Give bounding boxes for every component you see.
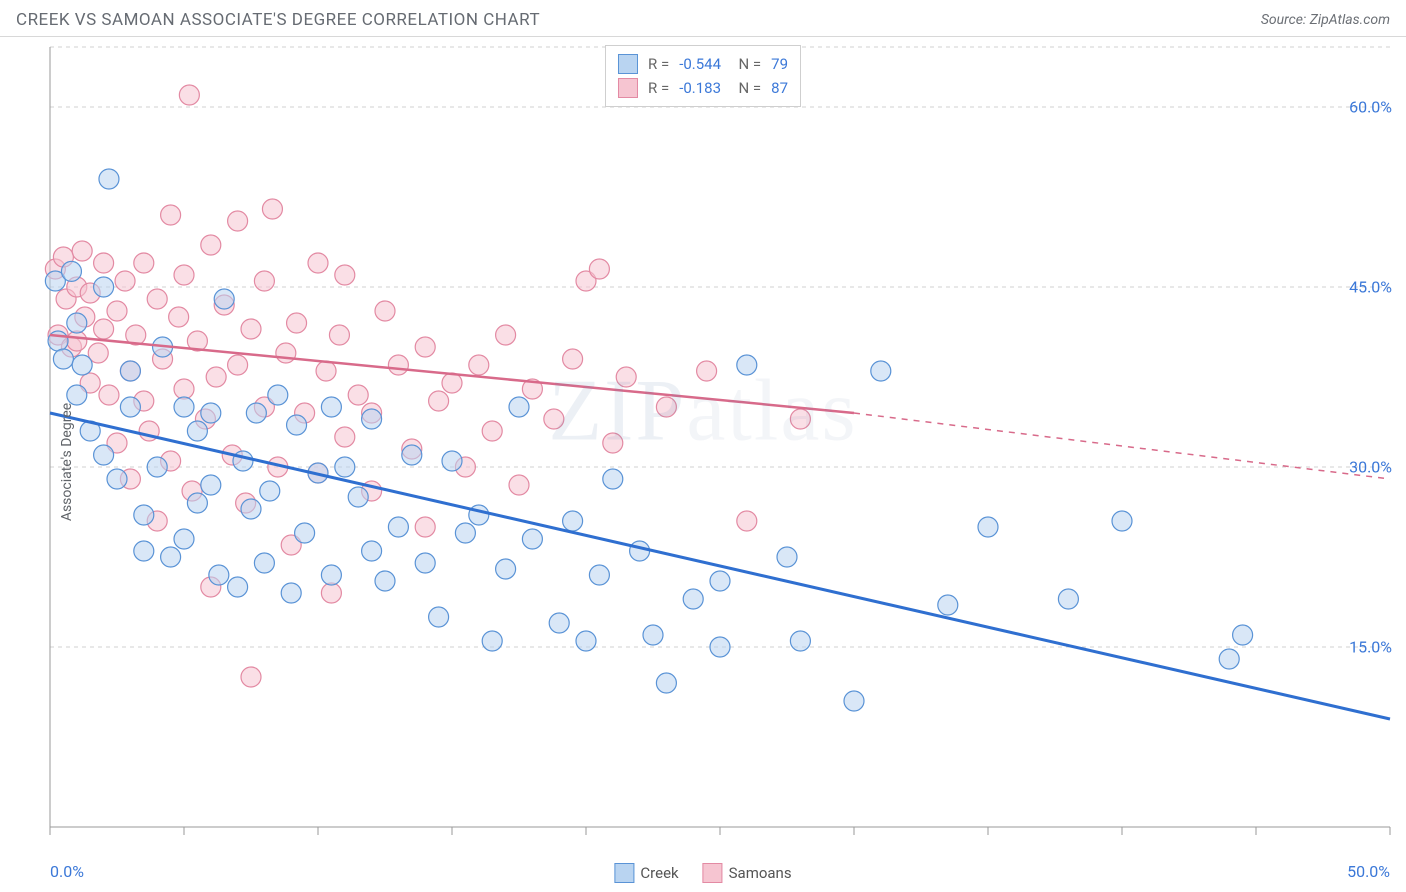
chart-title: CREEK VS SAMOAN ASSOCIATE'S DEGREE CORRE… <box>16 10 540 30</box>
legend-item-samoans: Samoans <box>703 863 792 883</box>
series-legend: Creek Samoans <box>614 863 791 883</box>
creek-r-value: -0.544 <box>679 52 721 76</box>
legend-label-creek: Creek <box>640 864 678 882</box>
y-tick-label: 60.0% <box>1349 98 1392 117</box>
x-axis-min-label: 0.0% <box>50 862 84 881</box>
y-tick-label: 30.0% <box>1349 458 1392 477</box>
samoans-r-value: -0.183 <box>679 76 721 100</box>
legend-swatch-creek-b <box>614 863 634 883</box>
y-axis-label: Associate's Degree <box>59 403 75 521</box>
chart-header: CREEK VS SAMOAN ASSOCIATE'S DEGREE CORRE… <box>0 0 1406 37</box>
legend-row-creek: R = -0.544 N = 79 <box>618 52 788 76</box>
samoans-n-value: 87 <box>771 76 788 100</box>
legend-row-samoans: R = -0.183 N = 87 <box>618 76 788 100</box>
chart-source: Source: ZipAtlas.com <box>1261 12 1390 28</box>
scatter-chart <box>0 37 1406 857</box>
legend-swatch-creek <box>618 54 638 74</box>
legend-item-creek: Creek <box>614 863 678 883</box>
y-tick-label: 45.0% <box>1349 278 1392 297</box>
chart-area: Associate's Degree ZIPatlas R = -0.544 N… <box>0 37 1406 887</box>
legend-swatch-samoans-b <box>703 863 723 883</box>
legend-swatch-samoans <box>618 78 638 98</box>
creek-n-value: 79 <box>771 52 788 76</box>
y-tick-label: 15.0% <box>1349 638 1392 657</box>
correlation-legend: R = -0.544 N = 79 R = -0.183 N = 87 <box>605 45 801 107</box>
legend-label-samoans: Samoans <box>729 864 792 882</box>
x-axis-max-label: 50.0% <box>1347 862 1390 881</box>
